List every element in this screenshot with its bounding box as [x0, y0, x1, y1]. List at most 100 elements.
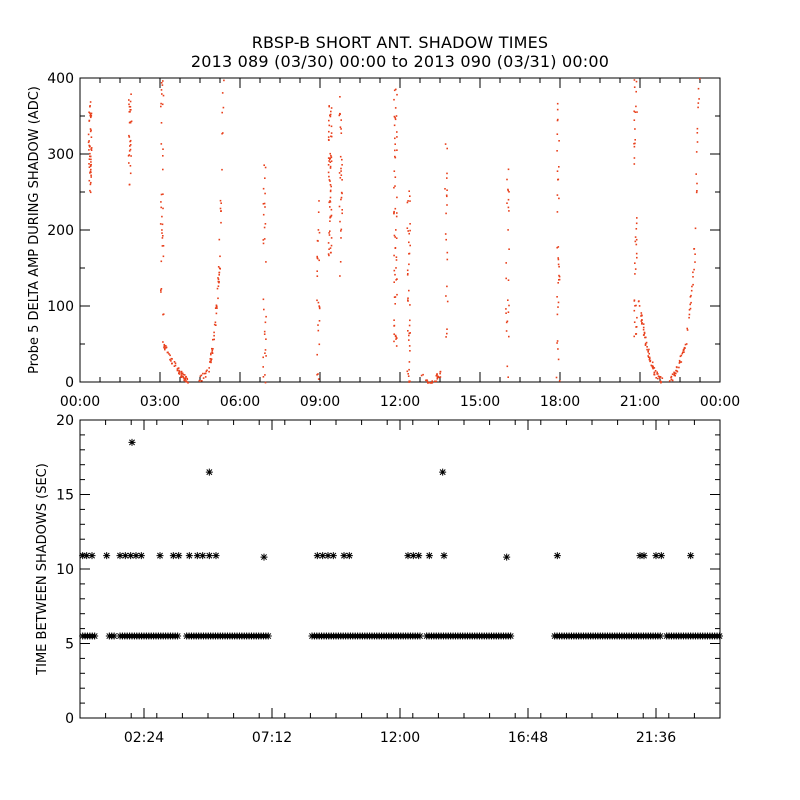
data-point — [88, 552, 96, 560]
data-point — [329, 230, 331, 232]
data-point — [678, 359, 681, 362]
data-point — [88, 163, 90, 165]
data-point — [656, 632, 664, 640]
data-point — [506, 320, 509, 323]
data-point — [689, 303, 691, 306]
data-point — [648, 348, 650, 351]
data-point — [556, 246, 558, 249]
data-point — [556, 313, 559, 316]
data-point — [130, 120, 133, 123]
data-point — [341, 212, 343, 215]
data-point — [696, 132, 699, 134]
data-point — [329, 165, 332, 168]
data-point — [88, 166, 91, 168]
data-point — [162, 341, 164, 343]
data-point — [653, 373, 655, 376]
data-point — [431, 382, 433, 384]
data-point — [180, 374, 183, 376]
top-panel: 0 100 200 300 400 00:00 03:00 06:00 09:00 12:00 15… — [27, 71, 740, 410]
data-point — [633, 335, 635, 338]
data-point — [656, 373, 658, 375]
data-point — [440, 552, 448, 560]
data-point — [128, 154, 131, 156]
data-point — [89, 105, 91, 107]
data-point — [633, 300, 636, 302]
data-point — [393, 340, 395, 343]
data-point — [393, 186, 395, 189]
data-point — [715, 632, 723, 640]
data-point — [213, 331, 215, 334]
data-point — [329, 180, 331, 182]
data-point — [696, 141, 699, 143]
data-point — [328, 130, 330, 133]
data-point — [635, 252, 638, 255]
data-point — [90, 148, 92, 150]
data-point — [127, 552, 135, 560]
data-point — [409, 244, 411, 247]
data-point — [110, 632, 118, 640]
data-point — [329, 251, 332, 254]
data-point — [128, 162, 130, 164]
data-point — [263, 333, 266, 335]
data-point — [130, 93, 132, 95]
data-point — [507, 376, 509, 378]
data-point — [634, 273, 636, 275]
data-point — [216, 305, 218, 308]
data-point — [416, 632, 424, 640]
data-point — [395, 256, 398, 258]
data-point — [206, 369, 208, 372]
data-point — [182, 376, 185, 378]
data-point — [679, 355, 682, 358]
data-point — [652, 552, 660, 560]
data-point — [406, 201, 409, 204]
data-point — [90, 161, 92, 163]
data-point — [328, 179, 331, 181]
data-point — [328, 201, 330, 204]
data-point — [508, 304, 510, 307]
data-point — [329, 157, 332, 159]
data-point — [90, 129, 92, 132]
data-point — [160, 89, 163, 91]
data-point — [436, 373, 438, 376]
data-point — [683, 351, 685, 353]
data-point — [210, 359, 212, 362]
data-point — [318, 231, 321, 234]
data-point — [328, 124, 331, 127]
data-point — [655, 377, 657, 379]
y-tick-label: 15 — [56, 488, 74, 504]
data-point — [635, 228, 638, 230]
data-point — [446, 332, 448, 335]
data-point — [330, 156, 333, 159]
data-point — [634, 128, 636, 130]
data-point — [428, 381, 430, 384]
data-point — [264, 192, 266, 195]
data-point — [161, 245, 164, 247]
data-point — [634, 139, 636, 141]
data-point — [678, 366, 680, 369]
data-point — [162, 80, 164, 82]
data-point — [264, 223, 267, 225]
y-axis-label: Probe 5 DELTA AMP DURING SHADOW (ADC) — [27, 86, 42, 374]
data-point — [88, 149, 90, 151]
y-axis-label: TIME BETWEEN SHADOWS (SEC) — [35, 463, 50, 676]
data-point — [168, 353, 170, 355]
x-tick-label: 16:48 — [508, 730, 548, 746]
data-point — [634, 111, 637, 113]
data-point — [635, 304, 637, 307]
data-point — [183, 378, 186, 380]
data-point — [508, 210, 510, 212]
data-point — [162, 148, 164, 150]
data-point — [204, 376, 207, 378]
data-point — [395, 229, 397, 231]
data-point — [635, 80, 638, 83]
data-point — [687, 552, 695, 560]
data-point — [506, 178, 508, 181]
plot-frame — [79, 419, 721, 719]
data-point — [408, 289, 410, 292]
data-point — [508, 248, 510, 250]
data-point — [558, 166, 560, 168]
data-point — [264, 352, 266, 354]
data-point — [436, 377, 439, 379]
data-point — [329, 247, 332, 249]
